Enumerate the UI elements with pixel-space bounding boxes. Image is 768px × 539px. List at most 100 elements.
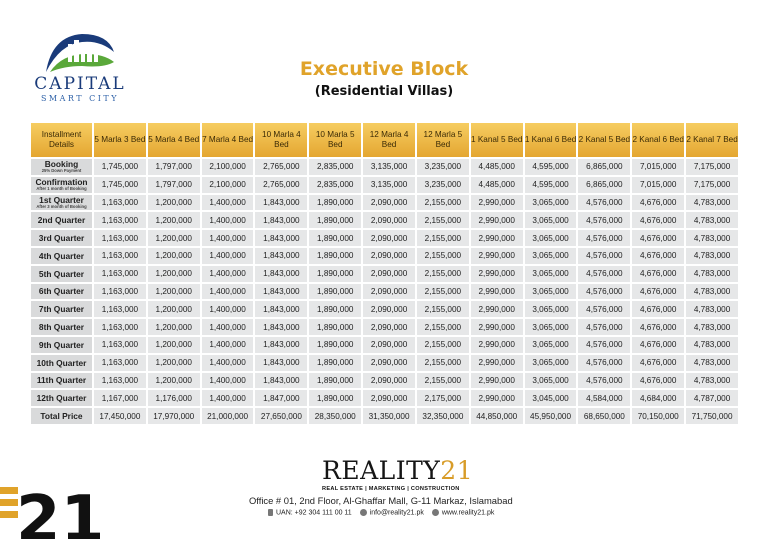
price-cell: 3,065,000 — [524, 336, 577, 353]
price-cell: 2,155,000 — [416, 194, 469, 211]
price-cell: 1,890,000 — [309, 247, 362, 264]
column-header-unit: 2 Kanal 7 Bed — [686, 123, 738, 157]
price-cell: 17,970,000 — [147, 408, 200, 424]
price-cell: 1,200,000 — [147, 283, 200, 300]
price-cell: 1,163,000 — [94, 283, 146, 300]
price-cell: 3,065,000 — [524, 247, 577, 264]
price-cell: 4,783,000 — [686, 372, 738, 389]
row-label: 4th Quarter — [38, 250, 85, 261]
price-cell: 1,200,000 — [147, 194, 200, 211]
table-row: 10th Quarter 1,163,000 1,200,000 1,400,000 1… — [31, 354, 738, 371]
price-cell: 1,843,000 — [255, 247, 308, 264]
price-cell: 1,890,000 — [309, 372, 362, 389]
table-row: 8th Quarter 1,163,000 1,200,000 1,400,000 1,… — [31, 319, 738, 335]
price-cell: 44,850,000 — [470, 408, 523, 424]
column-header-unit: 1 Kanal 5 Bed — [470, 123, 523, 157]
price-cell: 4,676,000 — [632, 372, 685, 389]
row-label: 1st Quarter — [39, 194, 84, 205]
price-cell: 1,400,000 — [201, 212, 254, 229]
price-cell: 1,400,000 — [201, 354, 254, 371]
price-cell: 1,843,000 — [255, 319, 308, 335]
price-cell: 1,163,000 — [94, 336, 146, 353]
price-cell: 7,175,000 — [686, 176, 738, 193]
column-header-unit: 5 Marla 4 Bed — [147, 123, 200, 157]
price-cell: 4,676,000 — [632, 354, 685, 371]
price-cell: 2,990,000 — [470, 319, 523, 335]
row-label-cell: 11th Quarter — [31, 372, 92, 389]
price-cell: 2,990,000 — [470, 265, 523, 282]
price-cell: 1,400,000 — [201, 194, 254, 211]
price-cell: 1,745,000 — [94, 176, 146, 193]
price-cell: 1,200,000 — [147, 265, 200, 282]
capital-smart-city-logo: CAPITAL SMART CITY — [20, 28, 140, 108]
price-cell: 2,155,000 — [416, 372, 469, 389]
price-cell: 2,090,000 — [363, 319, 415, 335]
price-cell: 71,750,000 — [686, 408, 738, 424]
table-row: 3rd Quarter 1,163,000 1,200,000 1,400,000 1,… — [31, 230, 738, 246]
row-note: 25% Down Payment — [41, 168, 82, 174]
table-body: Booking 25% Down Payment 1,745,000 1,797,00… — [31, 159, 738, 424]
row-label-cell: 4th Quarter — [31, 247, 92, 264]
column-header-unit: 5 Marla 3 Bed — [94, 123, 146, 157]
price-cell: 1,890,000 — [309, 212, 362, 229]
row-label-cell: Booking 25% Down Payment — [31, 159, 92, 175]
row-label: 10th Quarter — [36, 357, 87, 368]
row-note: After 1 month of Booking — [36, 186, 87, 192]
price-cell: 1,163,000 — [94, 212, 146, 229]
price-cell: 2,990,000 — [470, 194, 523, 211]
website-url: www.reality21.pk — [441, 509, 495, 517]
price-cell: 4,676,000 — [632, 283, 685, 300]
price-cell: 4,676,000 — [632, 336, 685, 353]
price-cell: 1,200,000 — [147, 372, 200, 389]
row-label-cell: 8th Quarter — [31, 319, 92, 335]
price-cell: 2,765,000 — [255, 159, 308, 175]
phone-icon — [268, 509, 273, 516]
price-cell: 21,000,000 — [201, 408, 254, 424]
price-cell: 4,676,000 — [632, 212, 685, 229]
price-cell: 2,155,000 — [416, 265, 469, 282]
price-cell: 2,090,000 — [363, 212, 415, 229]
price-cell: 1,745,000 — [94, 159, 146, 175]
price-cell: 28,350,000 — [309, 408, 362, 424]
price-cell: 4,783,000 — [686, 212, 738, 229]
office-address: Office # 01, 2nd Floor, Al-Ghaffar Mall,… — [249, 495, 513, 506]
row-label: Total Price — [40, 411, 83, 422]
price-cell: 1,200,000 — [147, 212, 200, 229]
price-cell: 3,065,000 — [524, 372, 577, 389]
globe-icon — [431, 509, 439, 516]
price-cell: 2,990,000 — [470, 247, 523, 264]
row-label-cell: 6th Quarter — [31, 283, 92, 300]
price-cell: 4,576,000 — [578, 336, 631, 353]
brand-number: 21 — [440, 456, 474, 485]
price-cell: 1,843,000 — [255, 212, 308, 229]
logo-name: CAPITAL — [34, 74, 126, 94]
price-cell: 4,676,000 — [632, 230, 685, 246]
price-cell: 1,843,000 — [255, 194, 308, 211]
table-row: 12th Quarter 1,167,000 1,176,000 1,400,000 1… — [31, 390, 738, 407]
price-cell: 1,163,000 — [94, 372, 146, 389]
price-cell: 1,890,000 — [309, 194, 362, 211]
table-row: 1st Quarter After 3 month of Booking 1,163… — [31, 194, 738, 211]
brand-prefix: REALITY — [322, 456, 441, 485]
row-label-cell: Total Price — [31, 408, 92, 424]
column-header-unit: 10 Marla 5 Bed — [309, 123, 362, 157]
price-cell: 1,400,000 — [201, 372, 254, 389]
price-cell: 4,783,000 — [686, 319, 738, 335]
brand-tagline: REAL ESTATE | MARKETING | CONSTRUCTION — [322, 486, 460, 492]
price-cell: 2,090,000 — [363, 283, 415, 300]
row-label: 12th Quarter — [36, 393, 87, 404]
price-cell: 2,835,000 — [309, 176, 362, 193]
price-cell: 4,576,000 — [578, 301, 631, 318]
row-label-cell: 2nd Quarter — [31, 212, 92, 229]
price-cell: 1,200,000 — [147, 247, 200, 264]
price-cell: 2,990,000 — [470, 283, 523, 300]
phone-number: UAN: +92 304 111 00 11 — [276, 509, 352, 517]
price-cell: 4,783,000 — [686, 265, 738, 282]
price-cell: 1,167,000 — [94, 390, 146, 407]
price-cell: 68,650,000 — [578, 408, 631, 424]
table-row: 6th Quarter 1,163,000 1,200,000 1,400,000 1,… — [31, 283, 738, 300]
column-header-unit: 2 Kanal 6 Bed — [632, 123, 685, 157]
email-address: info@reality21.pk — [369, 509, 424, 517]
price-cell: 2,090,000 — [363, 336, 415, 353]
price-cell: 1,200,000 — [147, 230, 200, 246]
